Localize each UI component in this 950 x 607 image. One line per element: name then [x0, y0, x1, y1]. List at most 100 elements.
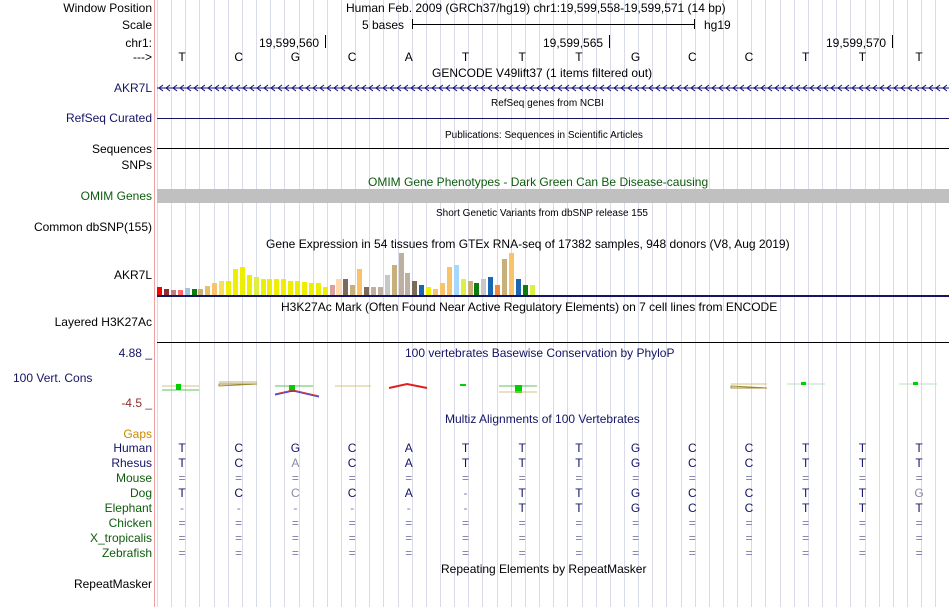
gtex-tissue-bar[interactable] [157, 287, 162, 295]
gtex-tissue-bar[interactable] [522, 285, 528, 295]
species-label-zebrafish[interactable]: Zebrafish [101, 546, 152, 560]
species-label-chicken[interactable]: Chicken [108, 516, 152, 530]
h3k27ac-track-title[interactable]: H3K27Ac Mark (Often Found Near Active Re… [281, 300, 778, 314]
gtex-tissue-bar[interactable] [474, 283, 480, 295]
gtex-tissue-bar[interactable] [343, 279, 349, 295]
gtex-tissue-bar[interactable] [412, 281, 418, 295]
gtex-tissue-bar[interactable] [529, 285, 535, 295]
species-label-dog[interactable]: Dog [129, 486, 152, 500]
gtex-tissue-bar[interactable] [308, 283, 314, 295]
omim-feature-bar[interactable] [157, 189, 949, 203]
species-label-x_tropicalis[interactable]: X_tropicalis [89, 531, 152, 545]
gtex-tissue-bar[interactable] [350, 285, 356, 295]
gtex-tissue-bar[interactable] [515, 279, 521, 295]
assembly-title[interactable]: Human Feb. 2009 (GRCh37/hg19) chr1:19,59… [346, 1, 726, 15]
refseq-track-label[interactable]: RefSeq Curated [65, 111, 152, 125]
alignment-base: T [858, 441, 867, 455]
gencode-track-label[interactable]: AKR7L [113, 81, 152, 95]
gtex-tissue-bar[interactable] [260, 279, 266, 295]
grid-line [822, 0, 824, 607]
gtex-tissue-bar[interactable] [370, 287, 376, 295]
gtex-tissue-bar[interactable] [502, 259, 507, 295]
gtex-tissue-bar[interactable] [295, 281, 300, 295]
gtex-tissue-bar[interactable] [453, 265, 459, 295]
repeatmasker-track-title[interactable]: Repeating Elements by RepeatMasker [441, 562, 647, 576]
gtex-tissue-bar[interactable] [377, 287, 383, 295]
akr7l-gene-feature[interactable] [157, 82, 949, 94]
gtex-tissue-bar[interactable] [301, 282, 307, 295]
gtex-tissue-bar[interactable] [232, 269, 238, 295]
alignment-base: - [350, 501, 355, 515]
alignment-base: = [802, 546, 810, 560]
gtex-tissue-bar[interactable] [274, 279, 280, 295]
gtex-tissue-bar[interactable] [405, 273, 411, 295]
gtex-tissue-bar[interactable] [322, 287, 328, 295]
dbsnp-track-label[interactable]: Common dbSNP(155) [33, 220, 152, 234]
gtex-tissue-bar[interactable] [177, 290, 183, 295]
gtex-tissue-bar[interactable] [315, 283, 321, 295]
publications-track-title[interactable]: Publications: Sequences in Scientific Ar… [445, 130, 643, 141]
alignment-base: C [347, 441, 357, 455]
gtex-tissue-bar[interactable] [288, 281, 294, 295]
gtex-tissue-bar[interactable] [439, 283, 445, 295]
gtex-track-label[interactable]: AKR7L [113, 268, 152, 282]
species-label-human[interactable]: Human [113, 441, 152, 455]
gtex-tissue-bar[interactable] [226, 281, 231, 295]
species-label-rhesus[interactable]: Rhesus [111, 456, 152, 470]
gtex-tissue-bar[interactable] [446, 267, 452, 295]
gtex-tissue-bar[interactable] [398, 253, 404, 295]
gtex-tissue-bar[interactable] [253, 277, 259, 295]
species-label-elephant[interactable]: Elephant [104, 501, 152, 515]
gtex-tissue-bar[interactable] [384, 275, 390, 295]
gtex-tissue-bar[interactable] [267, 279, 273, 295]
gtex-tissue-bar[interactable] [212, 283, 218, 295]
gtex-tissue-bar[interactable] [184, 288, 190, 295]
gtex-tissue-bar[interactable] [239, 267, 245, 295]
omim-track-title[interactable]: OMIM Gene Phenotypes - Dark Green Can Be… [368, 175, 709, 189]
gtex-tissue-bar[interactable] [170, 290, 176, 295]
species-label-mouse[interactable]: Mouse [115, 471, 152, 485]
refseq-track-title[interactable]: RefSeq genes from NCBI [491, 98, 604, 109]
multiz-track-title[interactable]: Multiz Alignments of 100 Vertebrates [445, 412, 640, 426]
gtex-tissue-bar[interactable] [495, 285, 501, 295]
gtex-tissue-bar[interactable] [198, 289, 204, 295]
gtex-tissue-bar[interactable] [419, 285, 425, 295]
gtex-tissue-bar[interactable] [205, 286, 211, 295]
gtex-tissue-bar[interactable] [364, 287, 369, 295]
gtex-tissue-bar[interactable] [246, 275, 252, 295]
gtex-tissue-bar[interactable] [481, 279, 487, 295]
gtex-tissue-bar[interactable] [163, 289, 169, 295]
gtex-tissue-bar[interactable] [433, 289, 438, 295]
gtex-track-title[interactable]: Gene Expression in 54 tissues from GTEx … [266, 237, 790, 251]
gtex-expression-bars[interactable] [157, 250, 537, 295]
phylop-conservation-plot[interactable] [157, 378, 949, 398]
gtex-tissue-bar[interactable] [488, 277, 494, 295]
gtex-tissue-bar[interactable] [508, 253, 514, 295]
phylop-track-title[interactable]: 100 vertebrates Basewise Conservation by… [405, 346, 675, 360]
gtex-tissue-bar[interactable] [357, 269, 363, 295]
gtex-tissue-bar[interactable] [467, 281, 473, 295]
dbsnp-track-title[interactable]: Short Genetic Variants from dbSNP releas… [436, 208, 648, 219]
strand-chevron [578, 84, 584, 92]
phylop-track-label[interactable]: 100 Vert. Cons [13, 371, 93, 385]
gtex-tissue-bar[interactable] [329, 285, 335, 295]
snps-track-label[interactable]: SNPs [121, 158, 152, 172]
strand-chevron [697, 84, 703, 92]
alignment-base: T [575, 456, 583, 470]
gtex-tissue-bar[interactable] [281, 279, 287, 295]
alignment-base: = [518, 471, 526, 485]
gtex-tissue-bar[interactable] [191, 289, 197, 295]
gtex-tissue-bar[interactable] [460, 279, 466, 295]
alignment-base: = [405, 531, 413, 545]
refseq-gene-line[interactable] [157, 118, 949, 119]
omim-track-label[interactable]: OMIM Genes [80, 189, 152, 203]
h3k27ac-track-label[interactable]: Layered H3K27Ac [54, 315, 152, 329]
gtex-tissue-bar[interactable] [391, 265, 397, 295]
gtex-tissue-bar[interactable] [426, 287, 432, 295]
repeatmasker-track-label[interactable]: RepeatMasker [73, 577, 152, 591]
gencode-track-title[interactable]: GENCODE V49lift37 (1 items filtered out) [432, 66, 653, 80]
publications-track-label[interactable]: Sequences [91, 142, 152, 156]
gtex-tissue-bar[interactable] [219, 281, 225, 295]
alignment-base: T [915, 441, 923, 455]
gtex-tissue-bar[interactable] [336, 279, 342, 295]
